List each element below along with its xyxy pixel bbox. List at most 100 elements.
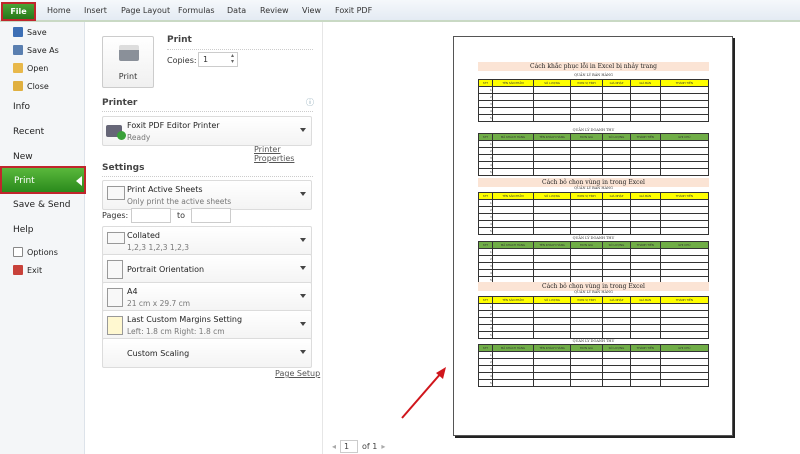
printer-status: Ready — [127, 133, 151, 142]
cell — [491, 100, 535, 108]
sidebar-item-options[interactable]: Options — [13, 247, 58, 257]
settings-heading: Settings — [102, 163, 145, 173]
cell — [602, 140, 631, 148]
label: Print Active Sheets — [127, 185, 203, 194]
tab-data[interactable]: Data — [227, 6, 247, 15]
table-label: QUẢN LÝ DOANH THU — [572, 339, 615, 343]
collation-dropdown[interactable]: Collated 1,2,3 1,2,3 1,2,3 — [102, 226, 312, 256]
cell — [602, 220, 631, 228]
margins-dropdown[interactable]: Last Custom Margins Setting Left: 1.8 cm … — [102, 310, 312, 340]
label: Last Custom Margins Setting — [127, 315, 243, 324]
sidebar-item-new[interactable]: New — [13, 152, 33, 162]
cell — [602, 114, 631, 122]
cell — [602, 199, 631, 207]
cell — [629, 324, 661, 332]
cell — [629, 303, 661, 311]
cell — [602, 248, 631, 256]
pages-to-input[interactable] — [191, 208, 231, 223]
tab-page-layout[interactable]: Page Layout — [121, 6, 171, 15]
sidebar-item-help[interactable]: Help — [13, 225, 34, 235]
cell — [491, 168, 535, 176]
cell — [659, 324, 710, 332]
cell: 3 — [478, 154, 493, 162]
pages-from-input[interactable] — [131, 208, 171, 223]
header-cell: ĐƠN GIÁ — [569, 344, 604, 352]
tab-insert[interactable]: Insert — [84, 6, 107, 15]
cell — [569, 255, 604, 263]
label: Save As — [27, 45, 59, 55]
sidebar-item-info[interactable]: Info — [13, 102, 31, 112]
cell — [569, 86, 604, 94]
info-icon[interactable]: ⓘ — [306, 98, 314, 107]
copies-stepper[interactable]: 1 ▴ ▾ — [198, 52, 238, 67]
cell — [659, 351, 710, 359]
cell — [491, 213, 535, 221]
orientation-dropdown[interactable]: Portrait Orientation — [102, 254, 312, 284]
cell — [569, 168, 604, 176]
page-number-input[interactable]: 1 — [340, 440, 359, 453]
cell — [569, 140, 604, 148]
chevron-down-icon — [300, 350, 306, 357]
table-label: QUẢN LÝ DOANH THU — [572, 236, 615, 240]
header-cell: STT — [478, 133, 493, 141]
ribbon: File Home Insert Page Layout Formulas Da… — [0, 0, 800, 22]
cell — [491, 107, 535, 115]
tab-formulas[interactable]: Formulas — [178, 6, 215, 15]
cell: 2 — [478, 147, 493, 155]
cell — [602, 107, 631, 115]
chevron-down-icon — [300, 238, 306, 245]
cell — [629, 220, 661, 228]
cell — [629, 248, 661, 256]
cell — [629, 269, 661, 277]
tab-review[interactable]: Review — [260, 6, 289, 15]
cell — [533, 248, 571, 256]
scaling-dropdown[interactable]: Custom Scaling — [102, 338, 312, 368]
cell: 4 — [478, 161, 493, 169]
cell — [602, 100, 631, 108]
header-cell: GIÁ BÁN — [629, 79, 661, 87]
sidebar-item-print[interactable]: Print — [0, 166, 86, 194]
cell — [602, 269, 631, 277]
table-label: QUẢN LÝ BÁN HÀNG — [574, 186, 613, 190]
file-tab[interactable]: File — [1, 2, 36, 21]
printer-properties-link[interactable]: Printer Properties — [254, 145, 295, 163]
sidebar-item-save-as[interactable]: Save As — [13, 45, 59, 55]
table-row: 1 — [478, 140, 710, 148]
tab-view[interactable]: View — [302, 6, 321, 15]
sidebar-item-save-send[interactable]: Save & Send — [13, 200, 71, 210]
tab-home[interactable]: Home — [47, 6, 71, 15]
page-setup-link[interactable]: Page Setup — [275, 369, 321, 378]
cell — [659, 100, 710, 108]
cell — [569, 262, 604, 270]
header-cell: TÊN SẢN PHẨM — [491, 296, 535, 304]
cell — [602, 255, 631, 263]
sidebar-item-open[interactable]: Open — [13, 63, 48, 73]
sidebar-item-exit[interactable]: Exit — [13, 265, 42, 275]
cell — [533, 199, 571, 207]
printer-dropdown[interactable]: Foxit PDF Editor Printer Ready — [102, 116, 312, 146]
table-row: 5 — [478, 114, 710, 122]
sidebar-item-close[interactable]: Close — [13, 81, 49, 91]
chevron-down-icon — [300, 322, 306, 329]
cell — [629, 358, 661, 366]
print-settings-panel: Print Print Copies: 1 ▴ ▾ Printer ⓘ Foxit … — [86, 22, 323, 454]
cell — [629, 310, 661, 318]
next-page-icon[interactable]: ▸ — [381, 442, 386, 451]
sidebar-item-recent[interactable]: Recent — [13, 127, 45, 137]
sublabel: 1,2,3 1,2,3 1,2,3 — [127, 243, 190, 252]
cell: 4 — [478, 107, 493, 115]
cell — [659, 317, 710, 325]
prev-page-icon[interactable]: ◂ — [332, 442, 337, 451]
sidebar-item-save[interactable]: Save — [13, 27, 47, 37]
print-button[interactable]: Print — [102, 36, 154, 88]
cell — [629, 114, 661, 122]
print-what-dropdown[interactable]: Print Active Sheets Only print the active… — [102, 180, 312, 210]
cell — [629, 213, 661, 221]
tab-foxit-pdf[interactable]: Foxit PDF — [335, 6, 373, 15]
header-cell: TÊN SẢN PHẨM — [491, 79, 535, 87]
paper-size-dropdown[interactable]: A4 21 cm x 29.7 cm — [102, 282, 312, 312]
cell — [533, 379, 571, 387]
cell: 3 — [478, 213, 493, 221]
close-folder-icon — [13, 81, 23, 91]
cell — [533, 269, 571, 277]
